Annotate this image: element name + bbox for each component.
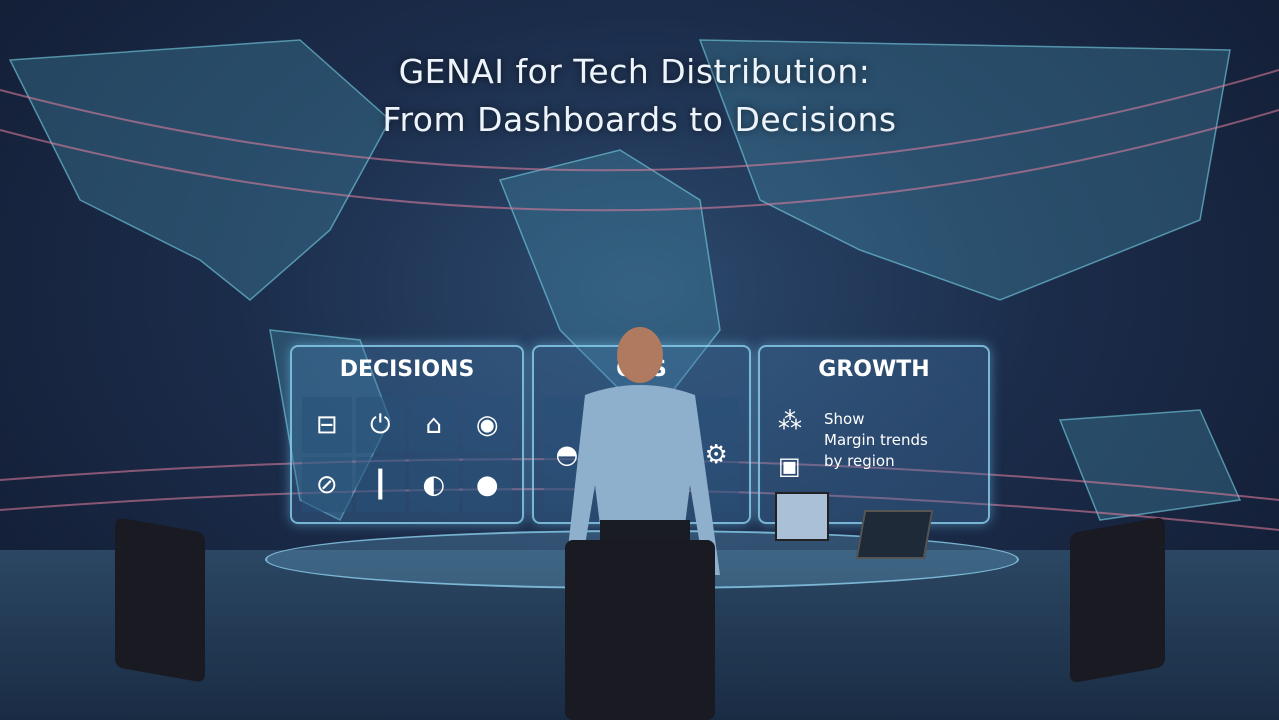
chair-left bbox=[115, 517, 205, 683]
person-icon: ▣ bbox=[778, 452, 801, 480]
chair-center bbox=[565, 540, 715, 720]
tablet-device bbox=[775, 492, 829, 541]
decisions-panel: DECISIONS ⊟ ⏻ ⌂ ◉ ⊘ ┃ ◐ ● bbox=[290, 345, 524, 524]
network-icon: ⁂ bbox=[778, 407, 802, 435]
world-map-background bbox=[0, 39, 1279, 531]
globe-icon: ◐ bbox=[409, 457, 459, 512]
panel-title: GROWTH bbox=[818, 357, 930, 382]
power-icon: ⏻ bbox=[355, 397, 405, 453]
headline-line-2: From Dashboards to Decisions bbox=[382, 100, 897, 139]
headline-line-1: GENAI for Tech Distribution: bbox=[398, 52, 871, 91]
chair-right bbox=[1070, 516, 1165, 684]
handshake-icon: ⊟ bbox=[302, 397, 352, 453]
laptop-device bbox=[855, 510, 934, 559]
shield-icon: ⌂ bbox=[409, 397, 459, 453]
panel-title: DECISIONS bbox=[339, 357, 475, 382]
bar-chart-icon: ┃ bbox=[355, 457, 405, 512]
badge-icon: ◉ bbox=[462, 397, 512, 453]
pin-icon: ● bbox=[462, 457, 512, 512]
growth-prompt-text: Show Margin trends by region bbox=[824, 410, 928, 470]
target-icon: ⊘ bbox=[302, 457, 352, 512]
